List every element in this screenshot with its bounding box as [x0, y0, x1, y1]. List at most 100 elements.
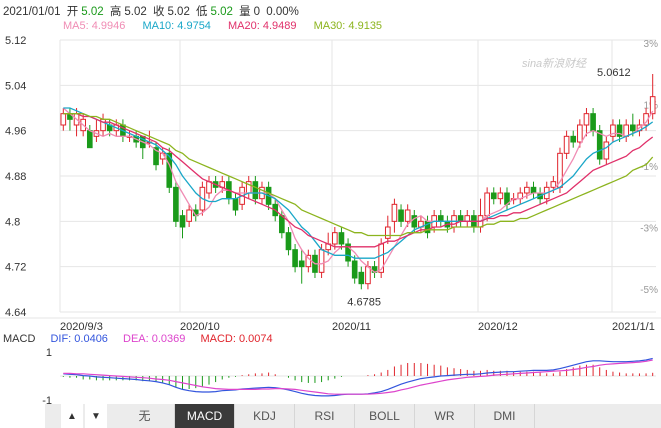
x-tick-label: 2021/1/1	[612, 321, 655, 333]
dea-legend: DEA: 0.0369	[123, 333, 186, 345]
candle-body	[577, 124, 583, 143]
indicator-tabbar: ▲ ▼ 无 MACD KDJ RSI BOLL WR DMI	[0, 404, 661, 428]
candle-body	[338, 232, 345, 245]
volume-label: 量	[239, 6, 251, 18]
candle-body	[232, 198, 239, 211]
ma10-legend: MA10: 4.9754	[142, 20, 211, 32]
candle-body	[252, 181, 259, 200]
candle-body	[384, 226, 391, 239]
y-tick-label: 4.64	[5, 307, 26, 319]
tab-wr[interactable]: WR	[415, 404, 475, 428]
candle-body	[623, 124, 630, 137]
ma5-line	[62, 107, 654, 274]
high-label: 高	[109, 6, 122, 18]
candle-body	[60, 113, 67, 126]
y-tick-label: 5.12	[5, 35, 26, 47]
macd-legend: MACD DIF: 0.0406 DEA: 0.0369 MACD: 0.007…	[3, 333, 285, 345]
candle-body	[398, 209, 404, 222]
ma5-legend: MA5: 4.9946	[63, 20, 126, 32]
candle-body	[596, 130, 603, 160]
candle-body	[358, 271, 365, 285]
dea-line	[63, 359, 653, 395]
scroll-down-icon[interactable]: ▼	[85, 404, 107, 428]
low-label: 低	[196, 6, 208, 18]
low-value: 5.02	[210, 6, 233, 18]
candle-body	[391, 203, 398, 222]
right-pct-label: -3%	[640, 224, 658, 235]
open-value: 5.02	[81, 6, 104, 18]
tab-kdj[interactable]: KDJ	[235, 404, 295, 428]
tab-无[interactable]: 无	[115, 404, 175, 428]
candle-body	[345, 243, 351, 262]
candle-body	[86, 130, 93, 149]
candle-body	[437, 215, 444, 222]
macd-value-legend: MACD: 0.0074	[200, 333, 273, 345]
candle-body	[378, 243, 384, 273]
ma30-legend: MA30: 4.9135	[313, 20, 383, 32]
candle-body	[179, 215, 186, 228]
ma-legend: MA5: 4.9946 MA10: 4.9754 MA20: 4.9489 MA…	[63, 20, 396, 32]
candle-body	[285, 232, 292, 251]
y-tick-label: 4.72	[5, 262, 26, 274]
candle-body	[279, 215, 285, 234]
scroll-up-icon[interactable]: ▲	[61, 404, 83, 428]
close-label: 收	[152, 6, 165, 18]
candle-body	[616, 124, 623, 137]
dif-legend: DIF: 0.0406	[50, 333, 108, 345]
candle-body	[530, 186, 537, 194]
candle-body	[570, 135, 577, 143]
candle-body	[497, 192, 504, 200]
candle-body	[365, 266, 371, 285]
candle-body	[457, 215, 464, 222]
candle-body	[590, 113, 596, 132]
right-pct-label: -1%	[640, 162, 658, 173]
right-pct-label: 3%	[644, 39, 659, 50]
candle-body	[630, 124, 636, 132]
candle-body	[550, 181, 557, 188]
candle-body	[563, 135, 570, 154]
candle-body	[351, 260, 358, 279]
candle-body	[332, 232, 338, 245]
candle-body	[206, 181, 212, 194]
y-tick-label: 4.96	[5, 126, 26, 138]
candle-body	[173, 186, 179, 222]
candle-body	[318, 249, 325, 273]
header-date: 2021/01/01	[3, 6, 61, 18]
candle-body	[484, 192, 490, 217]
tab-rsi[interactable]: RSI	[295, 404, 355, 428]
ma10-line	[63, 107, 654, 259]
ma20-line	[63, 113, 654, 248]
y-tick-label: 4.8	[5, 216, 20, 228]
x-tick-label: 2020/9/3	[60, 321, 103, 333]
high-annotation: 5.0612	[597, 67, 631, 79]
y-tick-label: 4.88	[5, 171, 26, 183]
dif-line	[63, 357, 653, 397]
candle-body	[404, 209, 411, 222]
high-value: 5.02	[124, 6, 147, 18]
tab-dmi[interactable]: DMI	[475, 404, 535, 428]
candle-body	[603, 141, 610, 160]
x-tick-label: 2020/11	[332, 321, 371, 333]
close-value: 5.02	[167, 6, 190, 18]
candle-body	[649, 96, 656, 115]
x-tick-label: 2020/12	[478, 321, 518, 333]
macd-y-tick: 1	[46, 347, 52, 359]
candle-body	[298, 260, 305, 268]
indicator-tabs: 无 MACD KDJ RSI BOLL WR DMI	[115, 404, 535, 428]
ma30-line	[63, 113, 654, 237]
x-tick-label: 2020/10	[180, 321, 220, 333]
tab-boll[interactable]: BOLL	[355, 404, 415, 428]
candle-body	[610, 124, 616, 137]
ma20-legend: MA20: 4.9489	[228, 20, 297, 32]
candle-body	[186, 209, 192, 222]
y-tick-label: 5.04	[5, 80, 26, 92]
candle-body	[524, 186, 530, 194]
candle-body	[153, 147, 159, 166]
candle-body	[583, 113, 590, 126]
tab-macd[interactable]: MACD	[175, 404, 235, 428]
kline-chart[interactable]: 5.125.044.964.884.84.724.643%1%-1%-3%-5%…	[0, 0, 661, 404]
volume-value: 0	[253, 6, 261, 18]
sina-watermark: sina新浪财经	[522, 58, 587, 70]
macd-title: MACD	[3, 333, 36, 345]
candle-body	[292, 249, 298, 268]
